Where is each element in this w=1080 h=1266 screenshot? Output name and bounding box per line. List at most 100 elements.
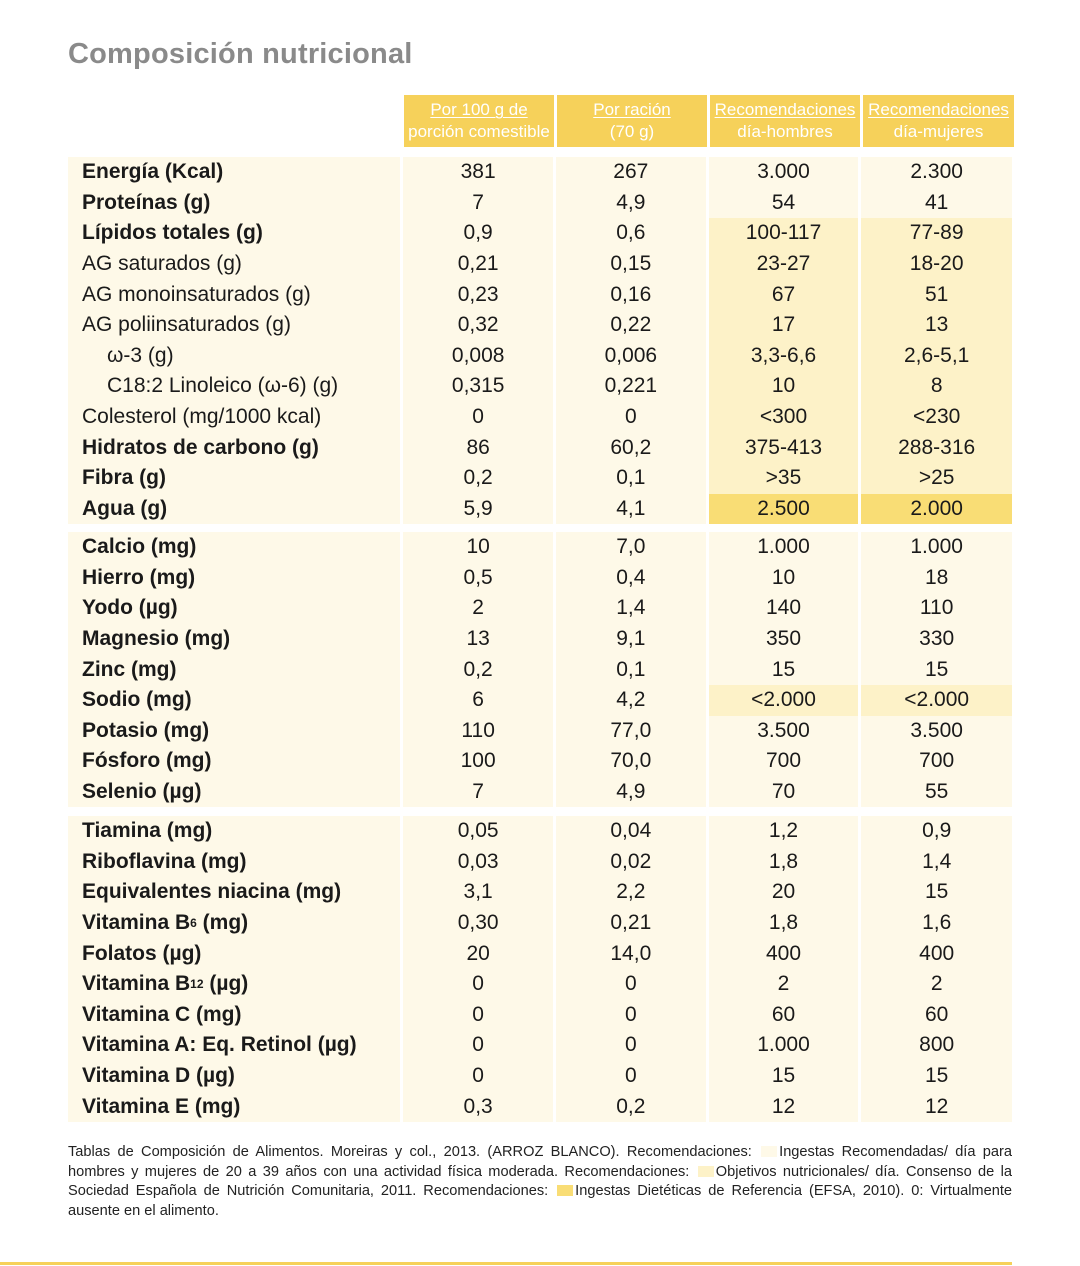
value-per-serving: 70,0 xyxy=(555,746,706,777)
value-per-100g: 0,05 xyxy=(403,816,553,847)
value-rec-women: 18-20 xyxy=(861,248,1012,280)
value-per-serving: 7,0 xyxy=(555,532,706,563)
value-rec-women: 2,6-5,1 xyxy=(861,340,1013,372)
footnote-legend-2: Objetivos nutricionales/ día. Consenso d… xyxy=(68,1163,1013,1200)
value-rec-women: 400 xyxy=(861,938,1012,969)
table-row: Tiamina (mg) 0,05 0,04 1,2 0,9 xyxy=(68,816,1012,847)
nutrient-name: Potasio (mg) xyxy=(82,718,210,742)
value-per-serving: 4,9 xyxy=(555,776,706,808)
value-per-100g: 13 xyxy=(403,623,553,655)
nutrient-name: Vitamina E (mg) xyxy=(82,1094,241,1118)
value-per-serving: 0 xyxy=(555,1060,706,1092)
value-per-100g: 0 xyxy=(403,401,553,433)
value-rec-women: 330 xyxy=(861,623,1012,655)
value-per-100g: 100 xyxy=(403,746,553,777)
nutrient-label: Selenio (µg) xyxy=(68,776,401,808)
nutrient-label: Energía (Kcal) xyxy=(68,157,401,188)
value-rec-women: 15 xyxy=(861,1060,1012,1092)
value-rec-men: 10 xyxy=(708,562,859,594)
nutrient-name: Sodio (mg) xyxy=(82,688,192,712)
header-line: día-hombres xyxy=(737,122,833,141)
value-per-100g: 2 xyxy=(403,593,553,624)
nutrient-label: Folatos (µg) xyxy=(68,938,401,969)
nutrient-label: Calcio (mg) xyxy=(68,532,401,563)
value-per-serving: 0,1 xyxy=(555,654,706,685)
nutrient-name: Lípidos totales (g) xyxy=(82,221,263,245)
value-per-100g: 0,315 xyxy=(403,371,554,402)
value-rec-women: 15 xyxy=(861,654,1012,685)
footnote-source: Tablas de Composición de Alimentos. More… xyxy=(68,1144,752,1160)
value-per-serving: 4,9 xyxy=(555,187,706,219)
nutrient-name: Zinc (mg) xyxy=(82,657,177,681)
value-rec-women: 2.000 xyxy=(861,493,1012,525)
value-per-100g: 7 xyxy=(403,187,553,219)
nutrient-name: Vitamina C (mg) xyxy=(82,1002,242,1026)
value-per-100g: 0,008 xyxy=(403,340,554,372)
nutrient-name: Yodo (µg) xyxy=(82,596,178,620)
section-vitamins: Tiamina (mg) 0,05 0,04 1,2 0,9 Riboflavina (m… xyxy=(68,816,1012,1122)
nutrient-label: Colesterol (mg/1000 kcal) xyxy=(68,401,401,433)
value-per-serving: 60,2 xyxy=(555,432,706,463)
value-per-serving: 0,21 xyxy=(555,907,706,939)
value-per-100g: 0,5 xyxy=(403,562,553,594)
nutrient-name: Agua (g) xyxy=(82,496,168,520)
value-per-serving: 0 xyxy=(555,1030,706,1061)
value-rec-men: 400 xyxy=(708,938,859,969)
value-per-serving: 4,2 xyxy=(555,684,706,716)
table-row: Lípidos totales (g) 0,9 0,6 100-117 77-89 xyxy=(68,218,1012,249)
value-rec-women: 15 xyxy=(861,877,1012,908)
value-rec-women: 8 xyxy=(861,371,1013,402)
value-per-serving: 267 xyxy=(555,157,706,188)
value-per-100g: 0,9 xyxy=(403,218,553,249)
nutrient-name: Fibra (g) xyxy=(82,466,166,490)
nutrient-name: AG saturados (g) xyxy=(82,252,242,276)
value-rec-women: 2.300 xyxy=(861,157,1012,188)
value-rec-women: 700 xyxy=(861,746,1012,777)
nutrient-label: AG saturados (g) xyxy=(68,248,401,280)
value-rec-women: 110 xyxy=(861,593,1012,624)
nutrient-unit: (µg) xyxy=(203,972,249,996)
value-rec-women: 1.000 xyxy=(861,532,1012,563)
value-rec-men: 100-117 xyxy=(708,218,859,249)
value-per-serving: 0,006 xyxy=(556,340,706,372)
value-per-serving: 0 xyxy=(555,968,706,1000)
table-row: Agua (g) 5,9 4,1 2.500 2.000 xyxy=(68,493,1012,525)
value-rec-men: 23-27 xyxy=(708,248,859,280)
nutrient-subscript: 6 xyxy=(190,916,197,931)
table-row: Vitamina E (mg) 0,3 0,2 12 12 xyxy=(68,1091,1012,1122)
header-line: día-mujeres xyxy=(893,122,984,141)
section-minerals: Calcio (mg) 10 7,0 1.000 1.000 Hierro (mg) 0,5… xyxy=(68,532,1012,808)
value-per-100g: 0,03 xyxy=(403,846,553,878)
nutrient-name: ω-3 (g) xyxy=(107,343,174,367)
table-row: Hierro (mg) 0,5 0,4 10 18 xyxy=(68,562,1012,594)
footnote-legend-3: Ingestas Dietéticas de Referencia (EFSA,… xyxy=(68,1183,1012,1219)
value-per-100g: 0,2 xyxy=(403,654,553,685)
table-row: Folatos (µg) 20 14,0 400 400 xyxy=(68,938,1012,969)
value-per-serving: 0,4 xyxy=(555,562,706,594)
nutrient-name: Vitamina A: Eq. Retinol (µg) xyxy=(82,1033,357,1057)
header-line: Recomendaciones xyxy=(868,100,1009,119)
value-rec-men: <300 xyxy=(708,401,859,433)
value-rec-women: 1,6 xyxy=(861,907,1012,939)
header-rec-women: Recomendaciones día-mujeres xyxy=(863,95,1014,147)
table-row: Riboflavina (mg) 0,03 0,02 1,8 1,4 xyxy=(68,846,1012,878)
nutrient-name: Hierro (mg) xyxy=(82,565,196,589)
value-rec-women: 18 xyxy=(861,562,1012,594)
header-line: Por 100 g de xyxy=(430,100,528,119)
footnote-legend-1: Ingestas Recomendadas/ día para hombres … xyxy=(68,1144,1012,1180)
value-rec-men: 375-413 xyxy=(708,432,859,463)
legend-swatch-light xyxy=(761,1146,778,1157)
header-line: Recomendaciones xyxy=(714,100,856,119)
value-per-serving: 0 xyxy=(555,999,706,1031)
nutrient-label: Yodo (µg) xyxy=(68,593,401,624)
nutrient-name: Colesterol (mg/1000 kcal) xyxy=(82,405,322,429)
table-row: AG monoinsaturados (g) 0,23 0,16 67 51 xyxy=(68,279,1012,310)
value-per-100g: 0 xyxy=(403,1060,553,1092)
nutrient-label: Fibra (g) xyxy=(68,462,401,494)
nutrient-name: Energía (Kcal) xyxy=(82,160,224,184)
value-rec-women: 41 xyxy=(861,187,1012,219)
value-per-100g: 381 xyxy=(403,157,553,188)
value-per-serving: 1,4 xyxy=(555,593,706,624)
value-per-serving: 0,6 xyxy=(555,218,706,249)
